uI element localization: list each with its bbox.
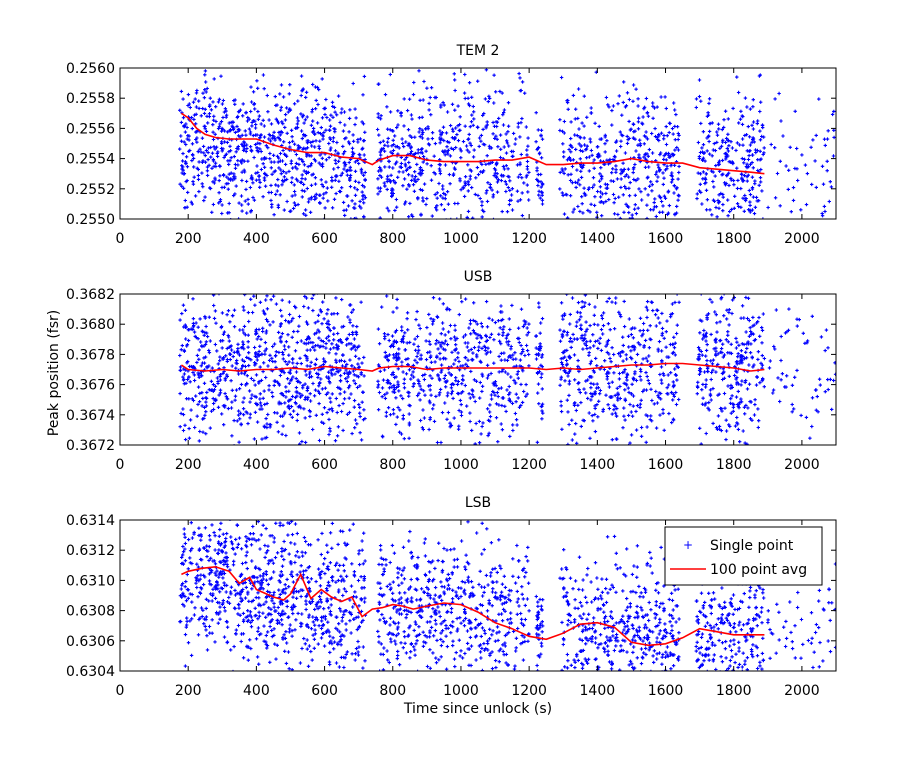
x-tick-label: 1600 xyxy=(648,457,684,473)
x-tick-label: 1200 xyxy=(511,231,547,247)
y-tick-label: 0.3672 xyxy=(66,438,115,454)
y-tick-label: 0.2550 xyxy=(66,212,115,228)
x-tick-label: 200 xyxy=(175,457,202,473)
subplot-title-lsb: LSB xyxy=(465,495,491,511)
y-tick-label: 0.3678 xyxy=(66,347,115,363)
subplot-title-usb: USB xyxy=(464,269,493,285)
y-tick-label: 0.3680 xyxy=(66,317,115,333)
x-tick-label: 400 xyxy=(243,231,270,247)
y-tick-label: 0.3674 xyxy=(66,408,115,424)
y-tick-label: 0.2560 xyxy=(66,61,115,77)
x-tick-label: 2000 xyxy=(784,457,820,473)
x-tick-label: 600 xyxy=(311,231,338,247)
x-tick-label: 1400 xyxy=(580,457,616,473)
x-tick-label: 1200 xyxy=(511,457,547,473)
x-tick-label: 600 xyxy=(311,457,338,473)
x-tick-label: 1000 xyxy=(443,231,479,247)
subplot-title-tem-2: TEM 2 xyxy=(456,43,500,59)
x-tick-label: 800 xyxy=(379,457,406,473)
y-tick-label: 0.2554 xyxy=(66,152,115,168)
y-tick-label: 0.2556 xyxy=(66,121,115,137)
x-tick-label: 200 xyxy=(175,231,202,247)
x-tick-label: 0 xyxy=(116,231,125,247)
x-tick-label: 1800 xyxy=(716,457,752,473)
x-tick-label: 1600 xyxy=(648,231,684,247)
x-tick-label: 1800 xyxy=(716,231,752,247)
x-tick-label: 1000 xyxy=(443,457,479,473)
x-tick-label: 400 xyxy=(243,457,270,473)
y-tick-label: 0.2558 xyxy=(66,91,115,107)
x-tick-label: 1400 xyxy=(580,231,616,247)
y-tick-label: 0.2552 xyxy=(66,182,115,198)
y-tick-label: 0.3682 xyxy=(66,287,115,303)
x-tick-label: 800 xyxy=(379,231,406,247)
x-tick-label: 2000 xyxy=(784,231,820,247)
y-tick-label: 0.3676 xyxy=(66,378,115,394)
x-tick-label: 0 xyxy=(116,457,125,473)
